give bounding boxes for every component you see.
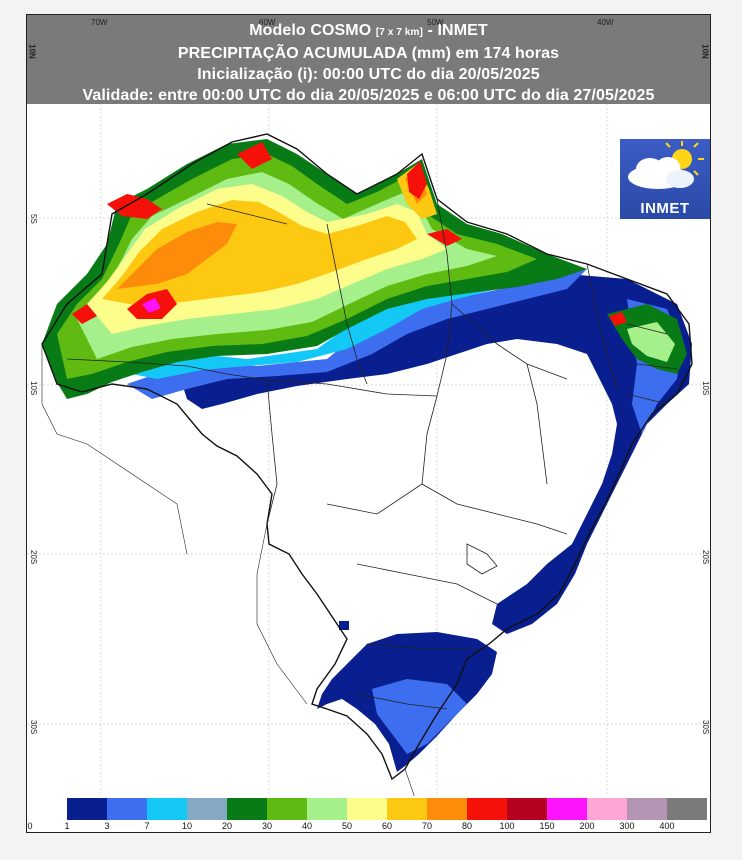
legend-swatch: [27, 798, 68, 820]
legend-label: 300: [619, 821, 635, 831]
lat-label-5s-left: 5S: [29, 214, 38, 224]
lon-label-40w: 40W: [597, 18, 614, 27]
legend-swatch: [427, 798, 467, 820]
legend-swatch: [587, 798, 627, 820]
map-figure: Modelo COSMO [7 x 7 km] - INMET PRECIPIT…: [26, 14, 711, 833]
lat-label-10s-left: 10S: [29, 381, 38, 395]
legend-swatch: [67, 798, 107, 820]
legend-swatch: [627, 798, 667, 820]
legend-label: 200: [579, 821, 595, 831]
legend-label: 100: [499, 821, 515, 831]
lat-label-10s-right: 10S: [701, 381, 710, 395]
lat-label-30s-right: 30S: [701, 720, 710, 734]
lat-label-10n-left: 10N: [27, 44, 37, 59]
lon-label-70w: 70W: [91, 18, 108, 27]
cloud-sun-icon: [628, 141, 704, 189]
model-agency: - INMET: [427, 22, 488, 39]
title-line-validity: Validade: entre 00:00 UTC do dia 20/05/2…: [82, 87, 655, 104]
inmet-logo: INMET: [620, 139, 710, 219]
legend-swatch: [267, 798, 307, 820]
legend-label: 20: [221, 821, 233, 831]
title-line-model: Modelo COSMO [7 x 7 km] - INMET: [27, 20, 710, 43]
lat-label-10n-right: 10N: [700, 44, 710, 59]
legend-swatch: [387, 798, 427, 820]
model-name: Modelo COSMO: [249, 22, 372, 39]
rain-band-80plus-mm: [72, 142, 627, 326]
lon-label-50w: 50W: [427, 18, 444, 27]
lat-label-30s-left: 30S: [29, 720, 38, 734]
logo-text: INMET: [640, 200, 690, 217]
legend-label: 3: [104, 821, 110, 831]
legend-swatch: [227, 798, 267, 820]
legend-swatch: [347, 798, 387, 820]
neighbor-borders: [41, 344, 415, 796]
legend-label: 0: [27, 821, 33, 831]
legend-swatch: [147, 798, 187, 820]
lon-label-60w: 60W: [259, 18, 276, 27]
legend-swatch: [187, 798, 227, 820]
legend-label: 150: [539, 821, 555, 831]
legend-label: 7: [144, 821, 150, 831]
legend-swatch: [467, 798, 507, 820]
legend-label: 50: [341, 821, 353, 831]
legend-swatch: [107, 798, 147, 820]
map-header: Modelo COSMO [7 x 7 km] - INMET PRECIPIT…: [27, 15, 710, 104]
legend-swatch: [547, 798, 587, 820]
rain-band-50-70mm: [87, 164, 447, 334]
precipitation-map: 5S 10S 20S 30S 10S 20S 30S: [27, 104, 710, 796]
legend-label: 10: [181, 821, 193, 831]
legend-label: 80: [461, 821, 473, 831]
legend-swatch: [307, 798, 347, 820]
legend-label: 400: [659, 821, 675, 831]
lat-label-20s-left: 20S: [29, 550, 38, 564]
brazil-outline: [41, 133, 693, 781]
legend-label: 40: [301, 821, 313, 831]
title-line-init: Inicialização (i): 00:00 UTC do dia 20/0…: [197, 66, 540, 83]
legend-swatch: [507, 798, 547, 820]
legend-swatch: [667, 798, 707, 820]
state-borders: [66, 198, 678, 710]
lat-label-20s-right: 20S: [701, 550, 710, 564]
model-resolution: [7 x 7 km]: [375, 27, 423, 38]
legend-label: 70: [421, 821, 433, 831]
legend-label: 1: [64, 821, 70, 831]
legend-label: 30: [261, 821, 273, 831]
color-legend: 0 1 3 7 10 20 30 40 50 60 70 80 100 150 200 300 400: [27, 797, 710, 832]
title-line-product: PRECIPITAÇÃO ACUMULADA (mm) em 174 horas: [177, 45, 560, 62]
legend-label: 60: [381, 821, 393, 831]
